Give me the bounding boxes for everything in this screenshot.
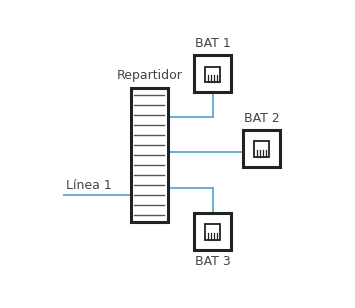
Bar	[205, 67, 220, 82]
Text: BAT 1: BAT 1	[195, 37, 231, 50]
Text: Repartidor: Repartidor	[116, 69, 182, 82]
Bar	[131, 88, 168, 222]
Bar	[243, 130, 280, 167]
Bar	[205, 225, 220, 240]
Text: Línea 1: Línea 1	[66, 179, 111, 192]
Text: BAT 2: BAT 2	[244, 112, 279, 125]
Bar	[195, 55, 231, 92]
Bar	[254, 141, 269, 157]
Text: BAT 3: BAT 3	[195, 255, 231, 268]
Bar	[195, 213, 231, 250]
